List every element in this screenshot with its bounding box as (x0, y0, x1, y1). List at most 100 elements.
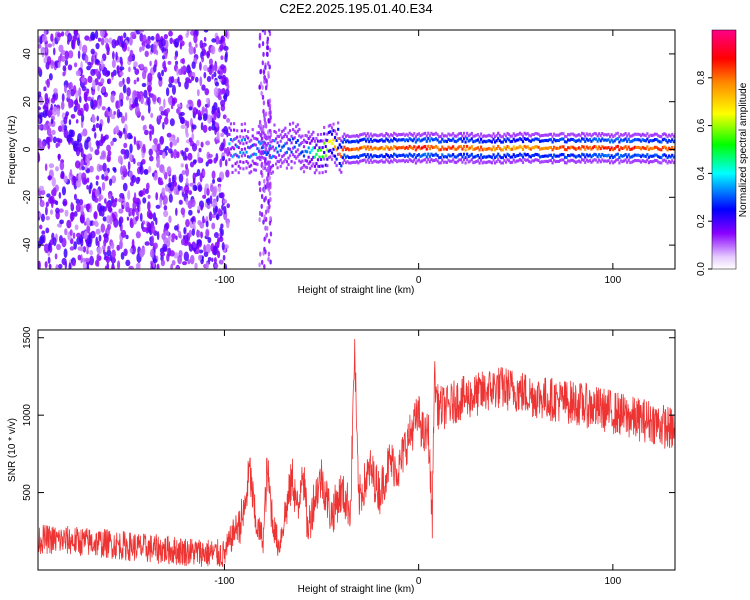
heatmap-signal-cell (377, 155, 380, 159)
heatmap-signal-cell (394, 158, 397, 162)
heatmap-noise-cell (194, 76, 199, 83)
heatmap-signal-cell (229, 147, 233, 151)
heatmap-noise-cell (197, 116, 203, 121)
heatmap-signal-cell (671, 132, 674, 136)
heatmap-noise-cell (152, 212, 157, 222)
heatmap-signal-cell (278, 135, 281, 139)
heatmap-signal-cell (355, 154, 358, 158)
heatmap-signal-cell (301, 141, 304, 145)
heatmap-noise-cell (261, 85, 264, 91)
heatmap-signal-cell (570, 132, 573, 136)
heatmap-signal-cell (507, 138, 511, 142)
heatmap-noise-cell (57, 61, 61, 69)
heatmap-signal-cell (439, 155, 442, 159)
heatmap-signal-cell (666, 156, 669, 160)
heatmap-noise-cell (47, 43, 53, 48)
heatmap-signal-cell (271, 139, 275, 143)
heatmap-signal-cell (304, 133, 307, 137)
heatmap-signal-cell (475, 139, 478, 143)
heatmap-signal-cell (246, 130, 250, 134)
heatmap-signal-cell (532, 138, 536, 142)
heatmap-signal-cell (340, 155, 343, 159)
heatmap-signal-cell (417, 153, 421, 157)
heatmap-noise-cell (267, 198, 270, 204)
heatmap-signal-cell (644, 133, 647, 137)
heatmap-signal-cell (486, 160, 489, 164)
heatmap-signal-cell (553, 137, 556, 141)
heatmap-signal-cell (405, 138, 408, 142)
heatmap-signal-cell (478, 148, 481, 152)
heatmap-noise-cell (128, 152, 133, 162)
heatmap-signal-cell (612, 140, 615, 144)
heatmap-signal-cell (389, 146, 393, 150)
heatmap-signal-cell (565, 148, 568, 152)
heatmap-signal-cell (333, 145, 337, 149)
heatmap-signal-cell (599, 160, 602, 164)
heatmap-signal-cell (228, 158, 231, 162)
heatmap-noise-cell (261, 30, 265, 33)
heatmap-signal-cell (363, 137, 366, 141)
heatmap-noise-cell (88, 234, 92, 244)
heatmap-signal-cell (577, 154, 581, 158)
heatmap-signal-cell (380, 159, 383, 163)
heatmap-signal-cell (481, 135, 484, 139)
heatmap-signal-cell (596, 155, 599, 159)
heatmap-signal-cell (655, 145, 658, 149)
heatmap-noise-cell (176, 265, 179, 269)
heatmap-signal-cell (438, 161, 441, 165)
heatmap-x-ticks: -100 0 100 (214, 30, 622, 286)
heatmap-signal-cell (512, 158, 515, 162)
heatmap-signal-cell (581, 144, 584, 148)
heatmap-noise-cell (226, 84, 230, 89)
heatmap-signal-cell (571, 145, 574, 149)
heatmap-signal-cell (442, 147, 445, 151)
heatmap-signal-cell (573, 138, 576, 142)
heatmap-noise-cell (85, 217, 91, 227)
heatmap-signal-cell (262, 140, 265, 144)
heatmap-noise-cell (203, 251, 209, 258)
heatmap-noise-cell (118, 80, 124, 88)
heatmap-signal-cell (669, 134, 672, 138)
heatmap-signal-cell (379, 146, 382, 150)
heatmap-noise-cell (86, 249, 89, 255)
chart-title: C2E2.2025.195.01.40.E34 (279, 1, 432, 16)
heatmap-noise-cell (161, 47, 167, 52)
heatmap-signal-cell (655, 159, 658, 163)
heatmap-signal-cell (529, 139, 532, 143)
heatmap-x-tick-label: 100 (605, 275, 622, 286)
heatmap-signal-cell (560, 158, 564, 162)
heatmap-signal-cell (548, 159, 551, 163)
heatmap-noise-cell (147, 72, 153, 83)
heatmap-signal-cell (377, 134, 380, 138)
heatmap-signal-cell (601, 152, 604, 156)
heatmap-signal-cell (259, 142, 262, 146)
heatmap-noise-cell (263, 187, 266, 193)
heatmap-noise-cell (108, 178, 113, 186)
heatmap-signal-cell (579, 147, 582, 151)
heatmap-noise-cell (96, 246, 103, 255)
heatmap-signal-cell (472, 155, 475, 159)
heatmap-signal-cell (481, 148, 484, 152)
heatmap-signal-cell (537, 159, 540, 163)
heatmap-noise-cell (269, 216, 272, 222)
heatmap-signal-cell (601, 132, 604, 136)
heatmap-signal-cell (248, 171, 251, 175)
heatmap-signal-cell (434, 131, 438, 135)
heatmap-signal-cell (633, 145, 637, 149)
heatmap-signal-cell (455, 155, 458, 159)
heatmap-signal-cell (288, 138, 292, 142)
heatmap-noise-cell (207, 256, 212, 262)
heatmap-noise-cell (133, 79, 137, 85)
heatmap-signal-cell (521, 155, 525, 159)
heatmap-signal-cell (650, 139, 654, 143)
heatmap-signal-cell (629, 140, 632, 144)
heatmap-signal-cell (351, 147, 354, 151)
heatmap-noise-cell (147, 201, 151, 211)
heatmap-signal-cell (343, 132, 346, 136)
heatmap-noise-cell (168, 148, 173, 154)
heatmap-noise-cell (110, 256, 116, 264)
heatmap-signal-cell (511, 155, 514, 159)
heatmap-noise-cell (193, 34, 198, 44)
heatmap-noise-cell (82, 128, 88, 137)
heatmap-signal-cell (306, 134, 309, 138)
